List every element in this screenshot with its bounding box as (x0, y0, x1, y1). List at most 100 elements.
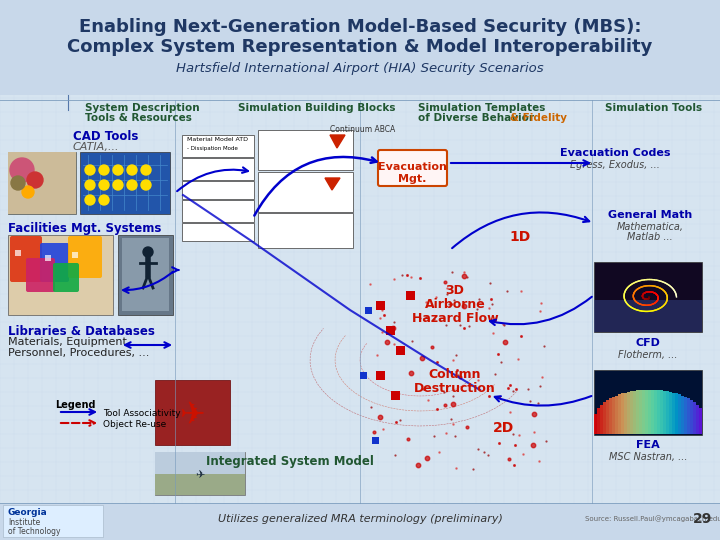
Bar (663, 391, 666, 434)
Text: 3D: 3D (446, 284, 464, 296)
FancyBboxPatch shape (68, 236, 102, 278)
Text: Evacuation Codes: Evacuation Codes (559, 148, 670, 158)
Text: ✈: ✈ (195, 470, 204, 480)
Text: Utilizes generalized MRA terminology (preliminary): Utilizes generalized MRA terminology (pr… (217, 514, 503, 524)
Bar (621, 393, 624, 434)
Circle shape (85, 180, 95, 190)
Bar (636, 390, 639, 434)
Bar (699, 408, 702, 434)
Text: Georgia: Georgia (8, 508, 48, 517)
Bar (360, 372, 367, 379)
Circle shape (10, 158, 34, 182)
Bar (8, 152, 76, 214)
Bar (630, 391, 633, 434)
Text: FEA: FEA (636, 440, 660, 450)
Circle shape (99, 165, 109, 175)
Circle shape (99, 180, 109, 190)
Bar (376, 301, 385, 310)
Bar (15, 250, 21, 256)
Bar (672, 393, 675, 434)
FancyBboxPatch shape (10, 236, 42, 282)
Text: Tools & Resources: Tools & Resources (85, 113, 192, 123)
Text: MSC Nastran, ...: MSC Nastran, ... (608, 452, 688, 462)
Text: Simulation Templates: Simulation Templates (418, 103, 545, 113)
Text: Legend: Legend (55, 400, 96, 410)
Text: of Diverse Behavior: of Diverse Behavior (418, 113, 534, 123)
Bar (155, 380, 230, 445)
Bar (80, 152, 170, 214)
Text: & Fidelity: & Fidelity (510, 113, 567, 123)
Bar (651, 390, 654, 434)
Bar (690, 400, 693, 434)
Circle shape (85, 195, 95, 205)
Bar (0, 503, 720, 540)
Text: Continuum ABCA: Continuum ABCA (330, 125, 395, 134)
Text: General Math: General Math (608, 210, 692, 220)
Text: Integrated System Model: Integrated System Model (206, 456, 374, 469)
Bar (182, 181, 254, 199)
Circle shape (127, 180, 137, 190)
Text: of Technology: of Technology (8, 527, 60, 536)
Bar (657, 390, 660, 434)
Bar (594, 262, 702, 332)
Text: ✈: ✈ (179, 401, 204, 429)
Text: Matlab ...: Matlab ... (627, 232, 673, 242)
FancyBboxPatch shape (378, 150, 447, 186)
Bar (645, 390, 648, 434)
Bar (609, 398, 612, 434)
Circle shape (141, 165, 151, 175)
Bar (0, 0, 720, 95)
Bar (376, 371, 385, 380)
Text: Evacuation
Mgt.: Evacuation Mgt. (377, 162, 446, 184)
Circle shape (11, 176, 25, 190)
Bar (386, 326, 395, 335)
Bar (669, 392, 672, 434)
Bar (155, 452, 245, 495)
Text: 1D: 1D (509, 230, 531, 244)
Bar (639, 390, 642, 434)
Circle shape (141, 180, 151, 190)
Polygon shape (325, 178, 340, 190)
Text: Materials, Equipment,: Materials, Equipment, (8, 337, 130, 347)
Text: Complex System Representation & Model Interoperability: Complex System Representation & Model In… (67, 38, 653, 56)
Bar (597, 408, 600, 434)
Text: Tool Associativity: Tool Associativity (103, 409, 181, 418)
Circle shape (85, 165, 95, 175)
Bar (642, 390, 645, 434)
Bar (72, 252, 78, 258)
Text: CATIA,...: CATIA,... (73, 142, 120, 152)
Polygon shape (330, 135, 345, 148)
Bar (372, 437, 379, 444)
Bar (627, 392, 630, 434)
Circle shape (143, 247, 153, 257)
Text: Flotherm, ...: Flotherm, ... (618, 350, 678, 360)
Bar (624, 393, 627, 434)
Text: System Description: System Description (85, 103, 199, 113)
Bar (8, 152, 76, 214)
Bar (258, 213, 353, 248)
Bar (365, 307, 372, 314)
Bar (396, 346, 405, 355)
Bar (258, 130, 353, 170)
Text: Destruction: Destruction (414, 382, 496, 395)
Text: Libraries & Databases: Libraries & Databases (8, 325, 155, 338)
Text: Facilities Mgt. Systems: Facilities Mgt. Systems (8, 222, 161, 235)
Text: 2D: 2D (492, 421, 513, 435)
Text: Institute: Institute (8, 518, 40, 527)
Bar (391, 391, 400, 400)
Bar (693, 402, 696, 434)
Text: Mathematica,: Mathematica, (616, 222, 683, 232)
Bar (8, 235, 113, 315)
Circle shape (113, 180, 123, 190)
Bar (654, 390, 657, 434)
Bar (633, 391, 636, 434)
Bar (615, 396, 618, 434)
Text: Simulation Building Blocks: Simulation Building Blocks (238, 103, 395, 113)
Bar (594, 300, 702, 332)
Circle shape (127, 165, 137, 175)
Circle shape (99, 195, 109, 205)
Bar (155, 452, 245, 474)
Text: Hazard Flow: Hazard Flow (412, 313, 498, 326)
Text: - Dissipation Mode: - Dissipation Mode (187, 146, 238, 151)
Bar (648, 390, 651, 434)
